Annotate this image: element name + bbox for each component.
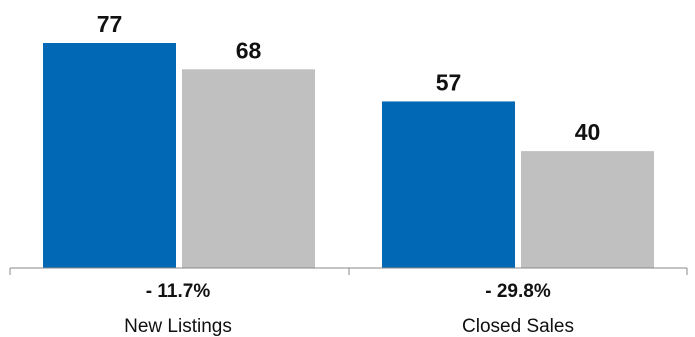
x-axis <box>9 267 688 275</box>
value-label-new-listings-prior: 68 <box>236 37 262 63</box>
value-label-new-listings-current: 77 <box>97 11 123 37</box>
change-label-closed-sales: - 29.8% <box>485 281 551 302</box>
category-label-new-listings: New Listings <box>124 316 232 337</box>
bars-layer <box>43 43 654 268</box>
category-label-closed-sales: Closed Sales <box>462 316 574 337</box>
value-label-closed-sales-current: 57 <box>436 69 462 95</box>
change-label-new-listings: - 11.7% <box>146 281 211 302</box>
bar-closed-sales-prior <box>521 151 654 268</box>
change-labels-layer: - 11.7% - 29.8% <box>146 281 551 302</box>
value-label-closed-sales-prior: 40 <box>575 119 601 145</box>
bar-closed-sales-current <box>382 101 515 268</box>
value-labels-layer: 77 68 57 40 <box>97 11 601 145</box>
bar-new-listings-current <box>43 43 176 268</box>
category-labels-layer: New Listings Closed Sales <box>124 316 574 337</box>
bar-new-listings-prior <box>182 69 315 268</box>
